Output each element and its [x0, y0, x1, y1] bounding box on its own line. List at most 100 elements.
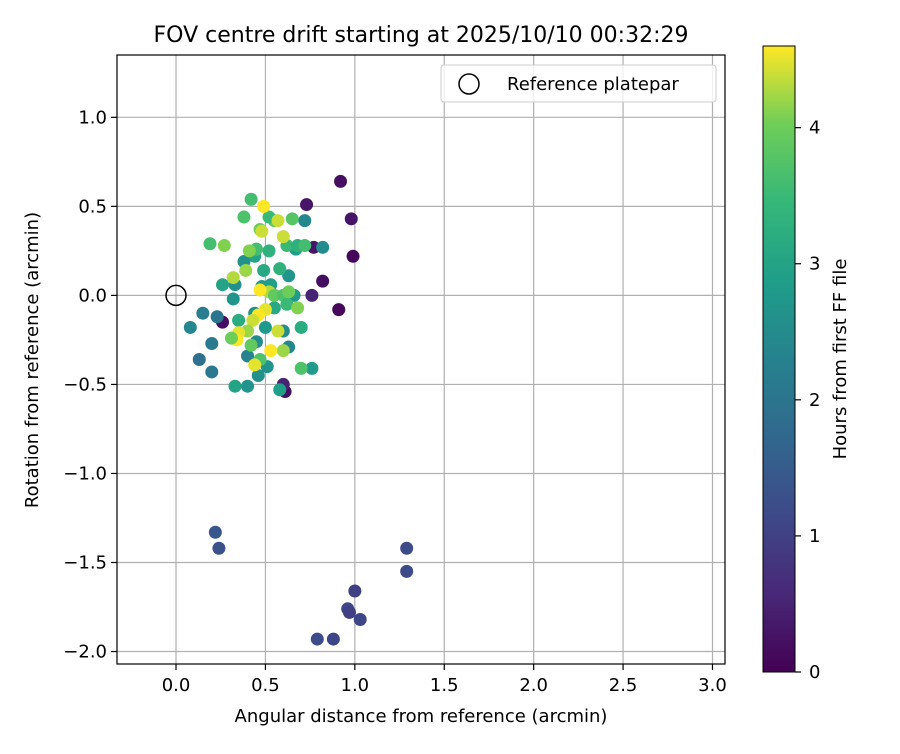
data-point: [294, 361, 308, 375]
data-point: [242, 244, 256, 258]
data-point: [216, 278, 230, 292]
data-point: [273, 262, 287, 276]
data-point: [267, 288, 281, 302]
y-tick-label: 1.0: [78, 107, 107, 128]
data-point: [210, 310, 224, 324]
data-point: [192, 353, 206, 366]
data-point: [332, 303, 346, 317]
data-point: [257, 263, 271, 277]
data-points: [183, 174, 414, 646]
data-point: [280, 297, 294, 311]
data-point: [353, 612, 367, 626]
data-point: [244, 192, 258, 206]
data-point: [205, 365, 219, 379]
data-point: [305, 361, 319, 375]
data-point: [217, 239, 231, 253]
x-tick-label: 3.0: [698, 675, 727, 696]
x-axis-title: Angular distance from reference (arcmin): [235, 706, 608, 727]
data-point: [334, 174, 348, 188]
colorbar-title: Hours from first FF file: [830, 259, 851, 460]
data-point: [400, 541, 414, 555]
data-point: [264, 344, 278, 358]
x-tick-label: 2.5: [609, 675, 638, 696]
colorbar-tick-label: 0: [809, 662, 820, 683]
x-tick-label: 1.0: [341, 675, 370, 696]
data-point: [294, 320, 308, 334]
reference-platepar-marker: [165, 284, 187, 307]
data-point: [226, 292, 240, 306]
data-point: [241, 349, 255, 363]
x-tick-label: 2.0: [519, 675, 548, 696]
data-point: [205, 336, 219, 350]
data-point: [183, 320, 197, 334]
data-point: [342, 605, 356, 619]
colorbar-tick-label: 3: [809, 254, 820, 275]
y-tick-label: −2.0: [63, 642, 107, 663]
legend: Reference platepar: [440, 64, 717, 103]
chart-title: FOV centre drift starting at 2025/10/10 …: [154, 23, 689, 48]
data-point: [316, 240, 330, 254]
plot-frame: [116, 54, 726, 665]
reference-marker-layer: [165, 284, 187, 307]
data-point: [276, 344, 290, 358]
data-point: [346, 249, 360, 263]
data-point: [291, 301, 305, 315]
data-point: [298, 214, 312, 228]
data-point: [257, 199, 271, 213]
data-point: [244, 338, 258, 352]
data-point: [300, 198, 314, 212]
legend-box: [440, 64, 717, 103]
data-point: [224, 331, 238, 345]
data-point: [237, 210, 251, 224]
data-point: [326, 632, 340, 646]
data-point: [255, 224, 269, 238]
colorbar: 0 1 2 3 4 Hours from first FF file: [762, 45, 851, 683]
legend-marker-reference: [458, 73, 480, 95]
colorbar-gradient: [762, 45, 796, 673]
y-axis-title: Rotation from reference (arcmin): [22, 212, 43, 508]
data-point: [316, 274, 330, 288]
data-point: [203, 237, 217, 251]
data-point: [285, 212, 299, 226]
data-point: [310, 632, 324, 646]
legend-label-reference: Reference platepar: [507, 74, 679, 95]
colorbar-tick-label: 1: [809, 526, 820, 547]
data-point: [276, 230, 290, 244]
colorbar-ticks: 0 1 2 3 4: [795, 118, 820, 683]
data-point: [282, 285, 296, 299]
colorbar-tick-label: 4: [809, 118, 820, 139]
y-tick-label: 0.5: [78, 196, 107, 217]
y-tick-label: 0.0: [78, 285, 107, 306]
data-point: [271, 324, 285, 338]
x-axis-ticks: 0.0 0.5 1.0 1.5 2.0 2.5 3.0: [162, 664, 727, 696]
data-point: [248, 358, 262, 372]
x-tick-label: 0.0: [162, 675, 191, 696]
data-point: [262, 244, 276, 258]
data-point: [232, 313, 246, 327]
y-tick-label: −1.5: [63, 553, 107, 574]
data-point: [282, 269, 296, 283]
grid-lines: [117, 55, 725, 664]
data-point: [253, 283, 267, 297]
data-point: [273, 383, 287, 397]
data-point: [239, 263, 253, 277]
data-point: [241, 379, 255, 393]
data-point: [344, 212, 358, 226]
colorbar-tick-label: 2: [809, 390, 820, 411]
data-point: [258, 320, 272, 334]
data-point: [208, 525, 222, 539]
data-point: [348, 584, 362, 598]
y-tick-label: −1.0: [63, 463, 107, 484]
data-point: [305, 288, 319, 302]
data-point: [196, 306, 210, 320]
data-point: [212, 541, 226, 555]
data-point: [400, 564, 414, 578]
data-point: [251, 369, 265, 383]
data-point: [246, 313, 260, 327]
y-axis-ticks: 1.0 0.5 0.0 −0.5 −1.0 −1.5 −2.0: [63, 107, 117, 663]
y-tick-label: −0.5: [63, 374, 107, 395]
data-point: [271, 214, 285, 228]
data-point: [228, 379, 242, 393]
